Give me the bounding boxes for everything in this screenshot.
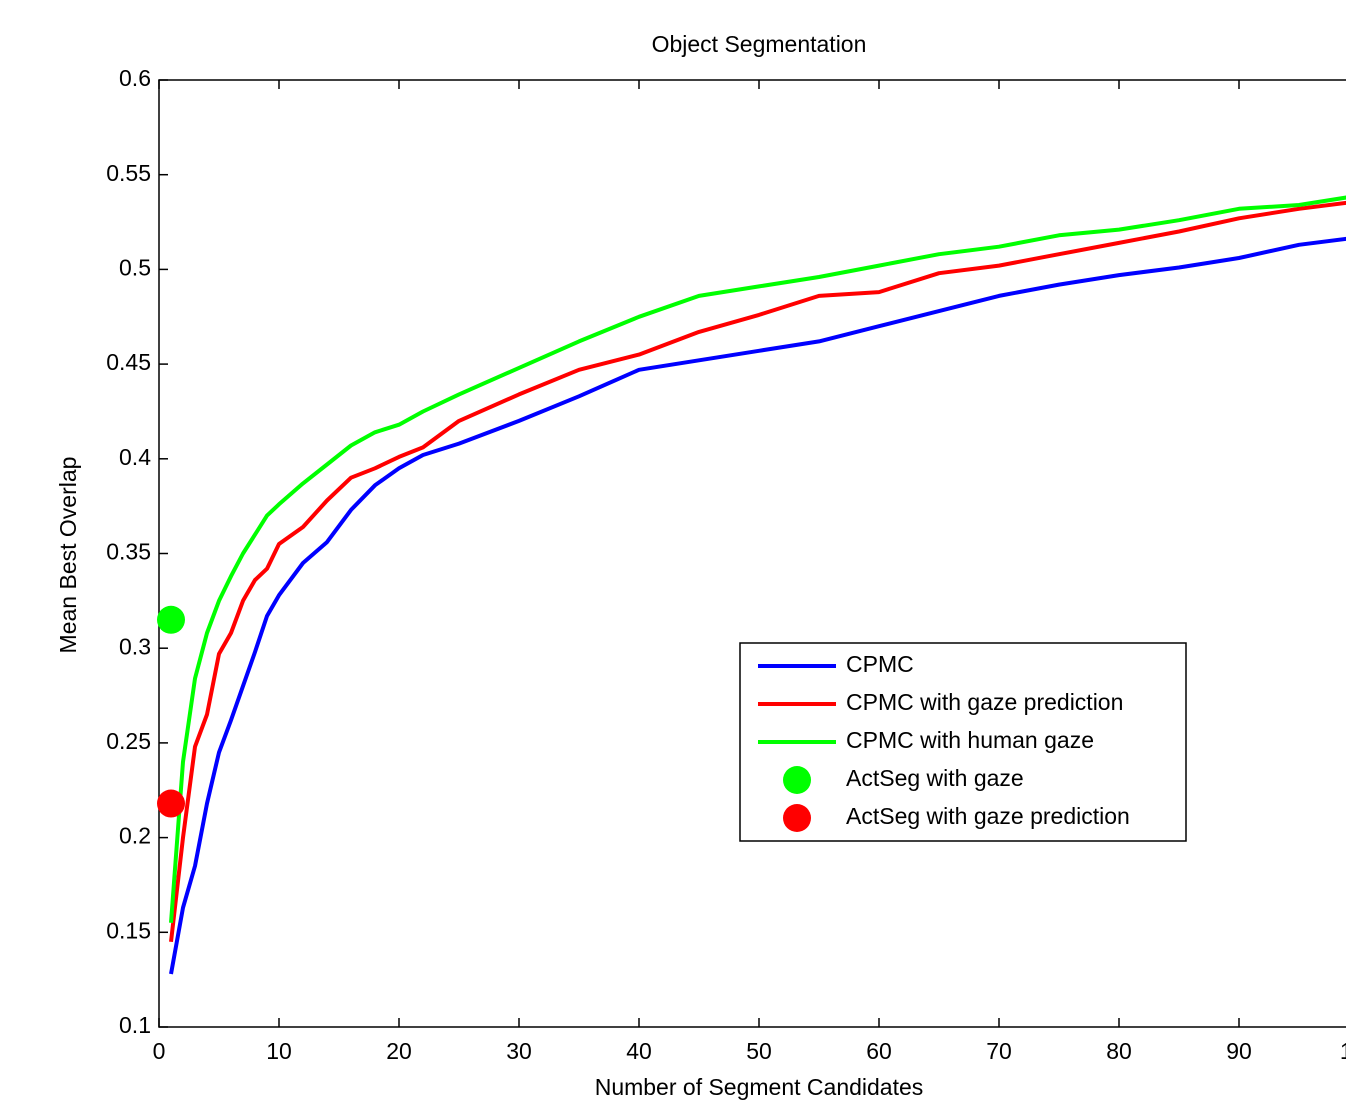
x-tick-label: 50 [746,1038,772,1064]
plot-frame [158,79,1346,1028]
x-tick-label: 20 [386,1038,412,1064]
y-axis-label: Mean Best Overlap [55,457,81,654]
legend-label: CPMC with human gaze [846,727,1094,753]
series-line [169,200,1346,943]
y-tick-label: 0.1 [119,1012,151,1038]
x-tick-label: 10 [266,1038,292,1064]
legend-swatch [783,804,811,832]
point-marker [157,789,185,818]
y-tick-label: 0.35 [106,539,151,565]
y-tick-label: 0.45 [106,349,151,375]
x-tick-label: 0 [153,1038,166,1064]
x-tick-label: 80 [1106,1038,1132,1064]
x-tick-label: 70 [986,1038,1012,1064]
y-tick-label: 0.3 [119,633,151,659]
legend-label: ActSeg with gaze [846,765,1024,791]
x-axis-label: Number of Segment Candidates [595,1074,924,1100]
chart-title: Object Segmentation [652,31,867,57]
x-tick-label: 60 [866,1038,892,1064]
x-tick-label: 40 [626,1038,652,1064]
legend-label: CPMC [846,651,914,677]
series-line [169,236,1346,975]
x-tick-label: 100 [1340,1038,1346,1064]
y-tick-label: 0.15 [106,917,151,943]
x-tick-label: 30 [506,1038,532,1064]
y-tick-label: 0.25 [106,728,151,754]
legend-label: ActSeg with gaze prediction [846,803,1130,829]
y-tick-label: 0.4 [119,444,151,470]
point-marker [157,605,185,634]
legend-label: CPMC with gaze prediction [846,689,1123,715]
legend-swatch [783,766,811,794]
y-tick-label: 0.55 [106,160,151,186]
x-tick-label: 90 [1226,1038,1252,1064]
y-tick-label: 0.5 [119,254,151,280]
y-tick-label: 0.6 [119,65,151,91]
y-tick-label: 0.2 [119,823,151,849]
series-line [169,195,1346,923]
